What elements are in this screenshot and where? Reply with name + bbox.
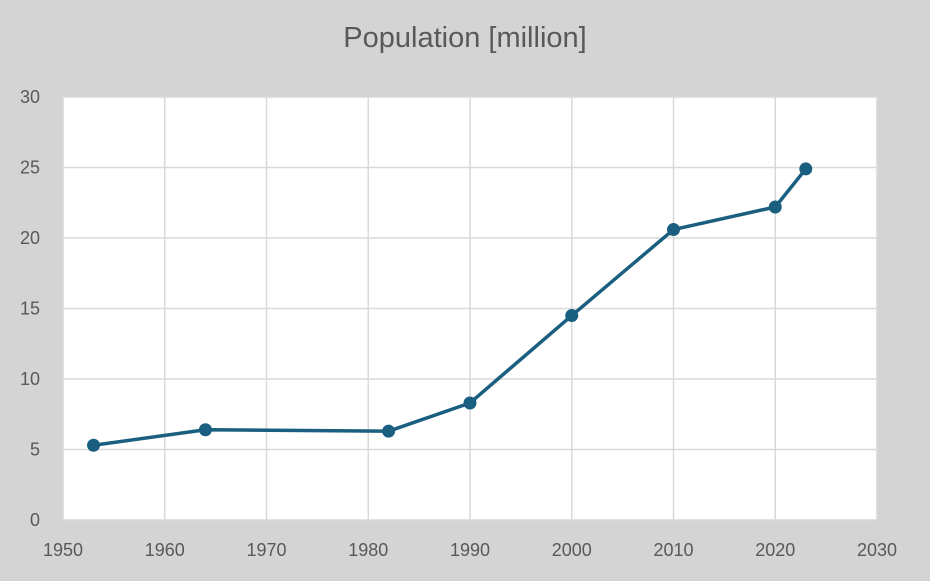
y-tick-label: 5 <box>30 440 40 460</box>
y-tick-label: 15 <box>20 299 40 319</box>
chart-title: Population [million] <box>343 22 587 54</box>
x-tick-label: 2010 <box>653 540 693 560</box>
data-point <box>667 223 680 237</box>
data-point <box>87 438 101 452</box>
x-tick-label: 1980 <box>348 540 388 560</box>
x-tick-label: 2000 <box>552 540 592 560</box>
x-tick-label: 2030 <box>857 540 897 560</box>
y-tick-label: 10 <box>20 369 40 389</box>
data-point <box>382 424 396 438</box>
data-point <box>799 162 813 176</box>
y-tick-label: 30 <box>20 87 40 107</box>
x-tick-label: 1990 <box>450 540 490 560</box>
y-tick-label: 0 <box>30 510 40 530</box>
series-line <box>93 167 808 448</box>
series-group <box>87 162 813 452</box>
x-tick-label: 1950 <box>43 540 83 560</box>
grid-lines <box>62 96 878 521</box>
x-tick-label: 2020 <box>755 540 795 560</box>
data-point <box>463 396 477 410</box>
y-tick-label: 25 <box>20 158 40 178</box>
data-point <box>565 309 579 323</box>
y-axis-ticks: 0 5 10 15 20 25 30 <box>20 87 40 530</box>
y-tick-label: 20 <box>20 228 40 248</box>
x-tick-label: 1960 <box>145 540 185 560</box>
x-axis-ticks: 1950 1960 1970 1980 1990 2000 2010 2020 2030 <box>43 540 897 560</box>
x-tick-label: 1970 <box>246 540 286 560</box>
data-point <box>198 423 212 437</box>
data-point <box>768 200 782 214</box>
